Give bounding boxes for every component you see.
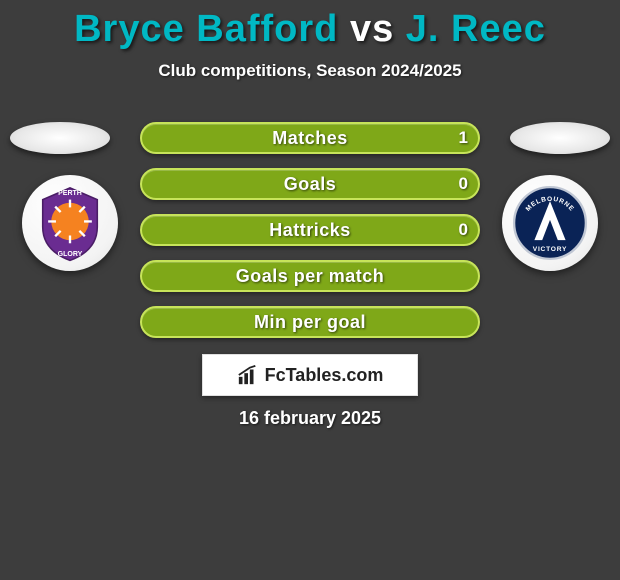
bar-label: Hattricks	[142, 216, 478, 244]
player1-name: Bryce Bafford	[74, 8, 338, 50]
svg-text:VICTORY: VICTORY	[533, 246, 567, 253]
date: 16 february 2025	[0, 408, 620, 429]
bar-goals: Goals 0	[140, 168, 480, 200]
page-title: Bryce Bafford vs J. Reec	[0, 0, 620, 51]
bar-goals-per-match: Goals per match	[140, 260, 480, 292]
melbourne-victory-icon: MELBOURNE VICTORY	[511, 184, 589, 262]
subtitle: Club competitions, Season 2024/2025	[0, 61, 620, 81]
brand-text: FcTables.com	[265, 365, 384, 386]
svg-text:PERTH: PERTH	[58, 190, 82, 197]
player1-badge-ellipse	[10, 122, 110, 154]
bar-label: Min per goal	[142, 308, 478, 336]
chart-icon	[237, 364, 259, 386]
bar-label: Goals per match	[142, 262, 478, 290]
club-logo-left: PERTH GLORY	[22, 175, 118, 271]
player2-name: J. Reec	[406, 8, 546, 50]
bar-right-value: 1	[459, 124, 468, 152]
bar-label: Matches	[142, 124, 478, 152]
bar-label: Goals	[142, 170, 478, 198]
bar-hattricks: Hattricks 0	[140, 214, 480, 246]
svg-text:GLORY: GLORY	[58, 251, 83, 258]
vs-label: vs	[350, 8, 394, 50]
stat-bars: Matches 1 Goals 0 Hattricks 0 Goals per …	[140, 122, 480, 352]
perth-glory-icon: PERTH GLORY	[31, 184, 109, 262]
club-logo-right: MELBOURNE VICTORY	[502, 175, 598, 271]
bar-right-value: 0	[459, 170, 468, 198]
bar-min-per-goal: Min per goal	[140, 306, 480, 338]
player2-badge-ellipse	[510, 122, 610, 154]
bar-matches: Matches 1	[140, 122, 480, 154]
bar-right-value: 0	[459, 216, 468, 244]
brand-box: FcTables.com	[202, 354, 418, 396]
